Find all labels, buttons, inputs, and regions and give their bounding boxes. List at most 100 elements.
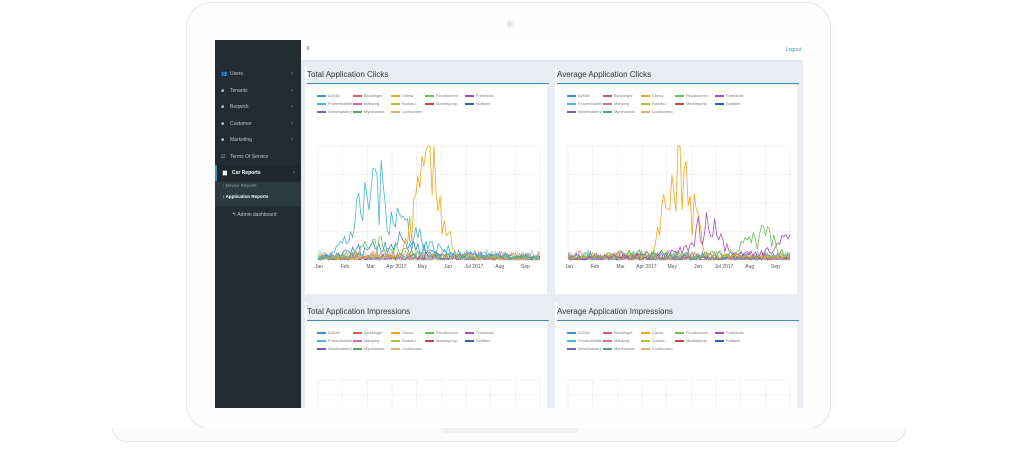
legend-item[interactable]: Lockscreen <box>641 108 672 116</box>
legend-item[interactable]: Lockscreen <box>391 345 422 353</box>
legend-label: Freebloks <box>476 330 494 335</box>
chart-panel-average-impressions: Average Application Impressions A2048 Blo… <box>555 303 799 408</box>
legend-swatch <box>425 95 434 97</box>
legend-item[interactable]: Marblejump <box>425 337 457 345</box>
legend-item[interactable]: A2048 <box>567 329 590 337</box>
chevron-left-icon: ‹ <box>291 121 293 127</box>
line-chart <box>317 379 541 408</box>
legend-item[interactable]: Floodscreen <box>675 92 708 100</box>
legend-item[interactable]: Solitaire <box>465 337 490 345</box>
legend-item[interactable]: A2048 <box>317 92 340 100</box>
legend-item[interactable]: Blockinger <box>353 329 383 337</box>
admin-dashboard-link[interactable]: ↰ Admin dashboard <box>232 212 277 218</box>
sidebar-item-csr-reports[interactable]: ▆ Csr Reports ‹ <box>215 165 301 181</box>
sidebar-item-label: Csr Reports <box>232 170 261 176</box>
submenu-item-application-reports[interactable]: › Application Reports <box>223 194 268 199</box>
legend-item[interactable]: Lockscreen <box>391 108 422 116</box>
legend-item[interactable]: Mynewards <box>603 108 634 116</box>
x-tick-label: May <box>668 264 678 270</box>
chevron-left-icon: ‹ <box>291 137 293 143</box>
legend-row: Frozenbubble Mahjong Sudoku Marblejump Solit… <box>317 100 543 108</box>
legend-item[interactable]: Wordmastery <box>567 345 602 353</box>
legend-item[interactable]: Frozenbubble <box>317 337 352 345</box>
legend-label: Blockinger <box>614 93 633 98</box>
series-line-floodscreen <box>567 225 791 260</box>
legend-item[interactable]: A2048 <box>317 329 340 337</box>
legend-item[interactable]: Blockinger <box>603 92 633 100</box>
sidebar-item-tenants[interactable]: ■ Tenants ‹ <box>215 83 301 99</box>
sidebar-item-customer[interactable]: ■ Customer ‹ <box>215 116 301 132</box>
legend-swatch <box>641 95 650 97</box>
legend-item[interactable]: Wordmastery <box>567 108 602 116</box>
legend-item[interactable]: Marblejump <box>675 337 707 345</box>
legend-item[interactable]: Mahjong <box>353 100 379 108</box>
legend-item[interactable]: Freebloks <box>465 329 494 337</box>
legend-item[interactable]: Chess <box>641 92 663 100</box>
legend-item[interactable]: Floodscreen <box>675 329 708 337</box>
legend-item[interactable]: Solitaire <box>715 337 740 345</box>
legend-item[interactable]: Mahjong <box>353 337 379 345</box>
legend-item[interactable]: Frozenbubble <box>317 100 352 108</box>
submenu-item-device-reports[interactable]: › Device Reports <box>223 183 257 188</box>
panel-title: Total Application Clicks <box>307 66 549 84</box>
legend-swatch <box>603 332 612 334</box>
menu-toggle-icon[interactable]: ≡ <box>306 46 310 52</box>
panel-title: Average Application Clicks <box>557 66 799 84</box>
legend-item[interactable]: Floodscreen <box>425 329 458 337</box>
logout-link[interactable]: Logout <box>785 47 801 53</box>
legend-label: Sudoku <box>402 338 416 343</box>
legend-swatch <box>391 111 400 113</box>
folder-icon: ■ <box>221 88 225 94</box>
legend-item[interactable]: Solitaire <box>465 100 490 108</box>
legend-label: Freebloks <box>726 330 744 335</box>
sidebar-item-label: Terms Of Service <box>230 154 269 160</box>
legend-item[interactable]: Freebloks <box>465 92 494 100</box>
legend-item[interactable]: Mahjong <box>603 100 629 108</box>
legend-item[interactable]: Chess <box>641 329 663 337</box>
legend-row: Wordmastery Mynewards Lockscreen <box>567 108 793 116</box>
legend-item[interactable]: Blockinger <box>353 92 383 100</box>
chart-panel-total-impressions: Total Application Impressions A2048 Block… <box>305 303 549 408</box>
legend-item[interactable]: Blockinger <box>603 329 633 337</box>
legend-item[interactable]: Sudoku <box>641 100 666 108</box>
legend-row: Frozenbubble Mahjong Sudoku Marblejump Solit… <box>567 100 793 108</box>
legend-item[interactable]: Solitaire <box>715 100 740 108</box>
sidebar-item-marketing[interactable]: ■ Marketing ‹ <box>215 132 301 148</box>
legend-item[interactable]: Sudoku <box>391 100 416 108</box>
sidebar-item-users[interactable]: 👥 Users ‹ <box>215 66 301 82</box>
legend-item[interactable]: Floodscreen <box>425 92 458 100</box>
legend-item[interactable]: Mynewards <box>353 108 384 116</box>
bar-chart-icon: ▆ <box>223 170 227 176</box>
legend-item[interactable]: Lockscreen <box>641 345 672 353</box>
legend-swatch <box>465 95 474 97</box>
legend-item[interactable]: Chess <box>391 329 413 337</box>
legend-item[interactable]: Sudoku <box>641 337 666 345</box>
chart-legend: A2048 Blockinger Chess Floodscreen Freebloks… <box>317 329 543 353</box>
legend-item[interactable]: Mahjong <box>603 337 629 345</box>
legend-swatch <box>675 95 684 97</box>
legend-item[interactable]: Wordmastery <box>317 108 352 116</box>
sidebar-item-beqwick[interactable]: ■ Beqwick ‹ <box>215 99 301 115</box>
legend-item[interactable]: Freebloks <box>715 329 744 337</box>
legend-label: Frozenbubble <box>578 101 603 106</box>
legend-item[interactable]: Frozenbubble <box>567 337 602 345</box>
legend-item[interactable]: Wordmastery <box>317 345 352 353</box>
legend-item[interactable]: Mynewards <box>603 345 634 353</box>
legend-item[interactable]: Frozenbubble <box>567 100 602 108</box>
legend-item[interactable]: Sudoku <box>391 337 416 345</box>
x-tick-label: Apr 2017 <box>636 264 657 270</box>
sidebar: 👥 Users ‹ ■ Tenants ‹ ■ Beqwick ‹ ■ Cust… <box>215 40 301 408</box>
legend-swatch <box>391 340 400 342</box>
legend-row: Wordmastery Mynewards Lockscreen <box>317 345 543 353</box>
legend-item[interactable]: Chess <box>391 92 413 100</box>
line-chart: Jan Feb Mar Apr 2017 May Jun Jul 2017 Aug Sep <box>565 145 791 270</box>
sidebar-item-label: Marketing <box>230 137 252 143</box>
legend-swatch <box>603 348 612 350</box>
x-tick-label: Jun <box>444 264 452 270</box>
legend-item[interactable]: Freebloks <box>715 92 744 100</box>
legend-item[interactable]: A2048 <box>567 92 590 100</box>
legend-item[interactable]: Mynewards <box>353 345 384 353</box>
legend-item[interactable]: Marblejump <box>425 100 457 108</box>
legend-item[interactable]: Marblejump <box>675 100 707 108</box>
sidebar-item-terms-of-service[interactable]: ☑ Terms Of Service <box>215 149 301 165</box>
